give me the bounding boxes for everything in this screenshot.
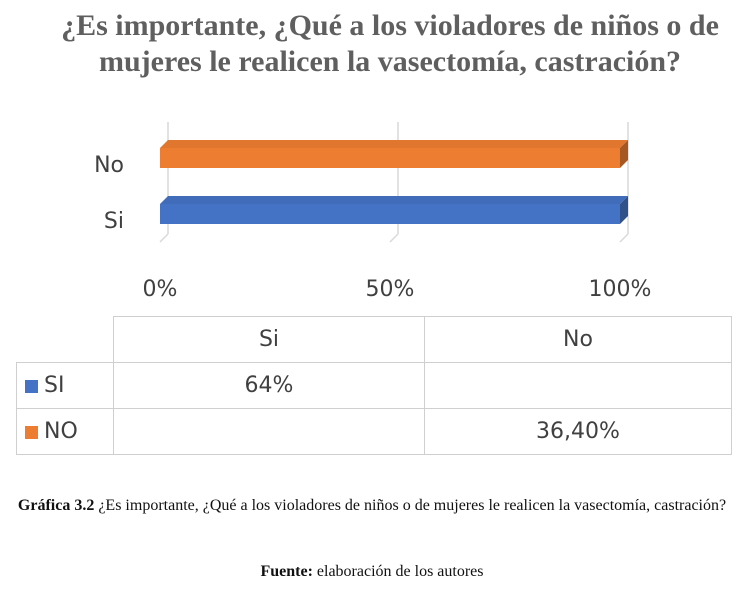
- legend-swatch-no: [25, 425, 38, 439]
- tick-label: 100%: [589, 277, 652, 302]
- data-cell: [113, 408, 425, 455]
- caption-text: ¿Es importante, ¿Qué a los violadores de…: [94, 497, 727, 514]
- figure-source: Fuente: elaboración de los autores: [10, 563, 734, 581]
- data-table: Si No SI 64% NO 36,40%: [16, 316, 732, 455]
- data-cell: 36,40%: [424, 408, 732, 455]
- tick-label: 50%: [366, 277, 415, 302]
- tick-label: 0%: [143, 277, 178, 302]
- data-cell: [424, 362, 732, 409]
- legend-entry-no: NO: [16, 408, 114, 455]
- data-table-row: NO 36,40%: [16, 408, 732, 455]
- bar-side: [620, 140, 628, 168]
- bars: [160, 140, 628, 224]
- bar-side: [620, 196, 628, 224]
- bar-top: [160, 196, 628, 204]
- legend-label-si: SI: [44, 373, 65, 398]
- gridline-depth: [159, 233, 169, 243]
- legend-entry-si: SI: [16, 362, 114, 409]
- data-table-row: SI 64%: [16, 362, 732, 409]
- data-table-header: Si No: [16, 316, 732, 363]
- gridline-depth: [619, 233, 629, 243]
- data-table-header-no: No: [424, 316, 732, 363]
- legend-label-no: NO: [44, 419, 78, 444]
- category-label: Si: [104, 209, 124, 234]
- bar: [160, 148, 620, 168]
- legend-swatch-si: [25, 379, 38, 393]
- bar-top: [160, 140, 628, 148]
- gridline-depth: [389, 233, 399, 243]
- source-text: elaboración de los autores: [312, 563, 484, 580]
- bar-chart: Si No 0% 50% 100%: [94, 122, 652, 302]
- figure-caption: Gráfica 3.2 ¿Es importante, ¿Qué a los v…: [10, 496, 734, 515]
- chart-title: ¿Es importante, ¿Qué a los violadores de…: [61, 9, 719, 78]
- source-label: Fuente:: [260, 563, 313, 580]
- category-labels: Si No: [94, 153, 124, 234]
- data-table-corner: [16, 316, 114, 363]
- tick-labels: 0% 50% 100%: [143, 277, 652, 302]
- caption-label: Gráfica 3.2: [17, 497, 95, 514]
- data-table-header-si: Si: [113, 316, 425, 363]
- bar: [160, 204, 620, 224]
- category-label: No: [94, 153, 124, 178]
- data-cell: 64%: [113, 362, 425, 409]
